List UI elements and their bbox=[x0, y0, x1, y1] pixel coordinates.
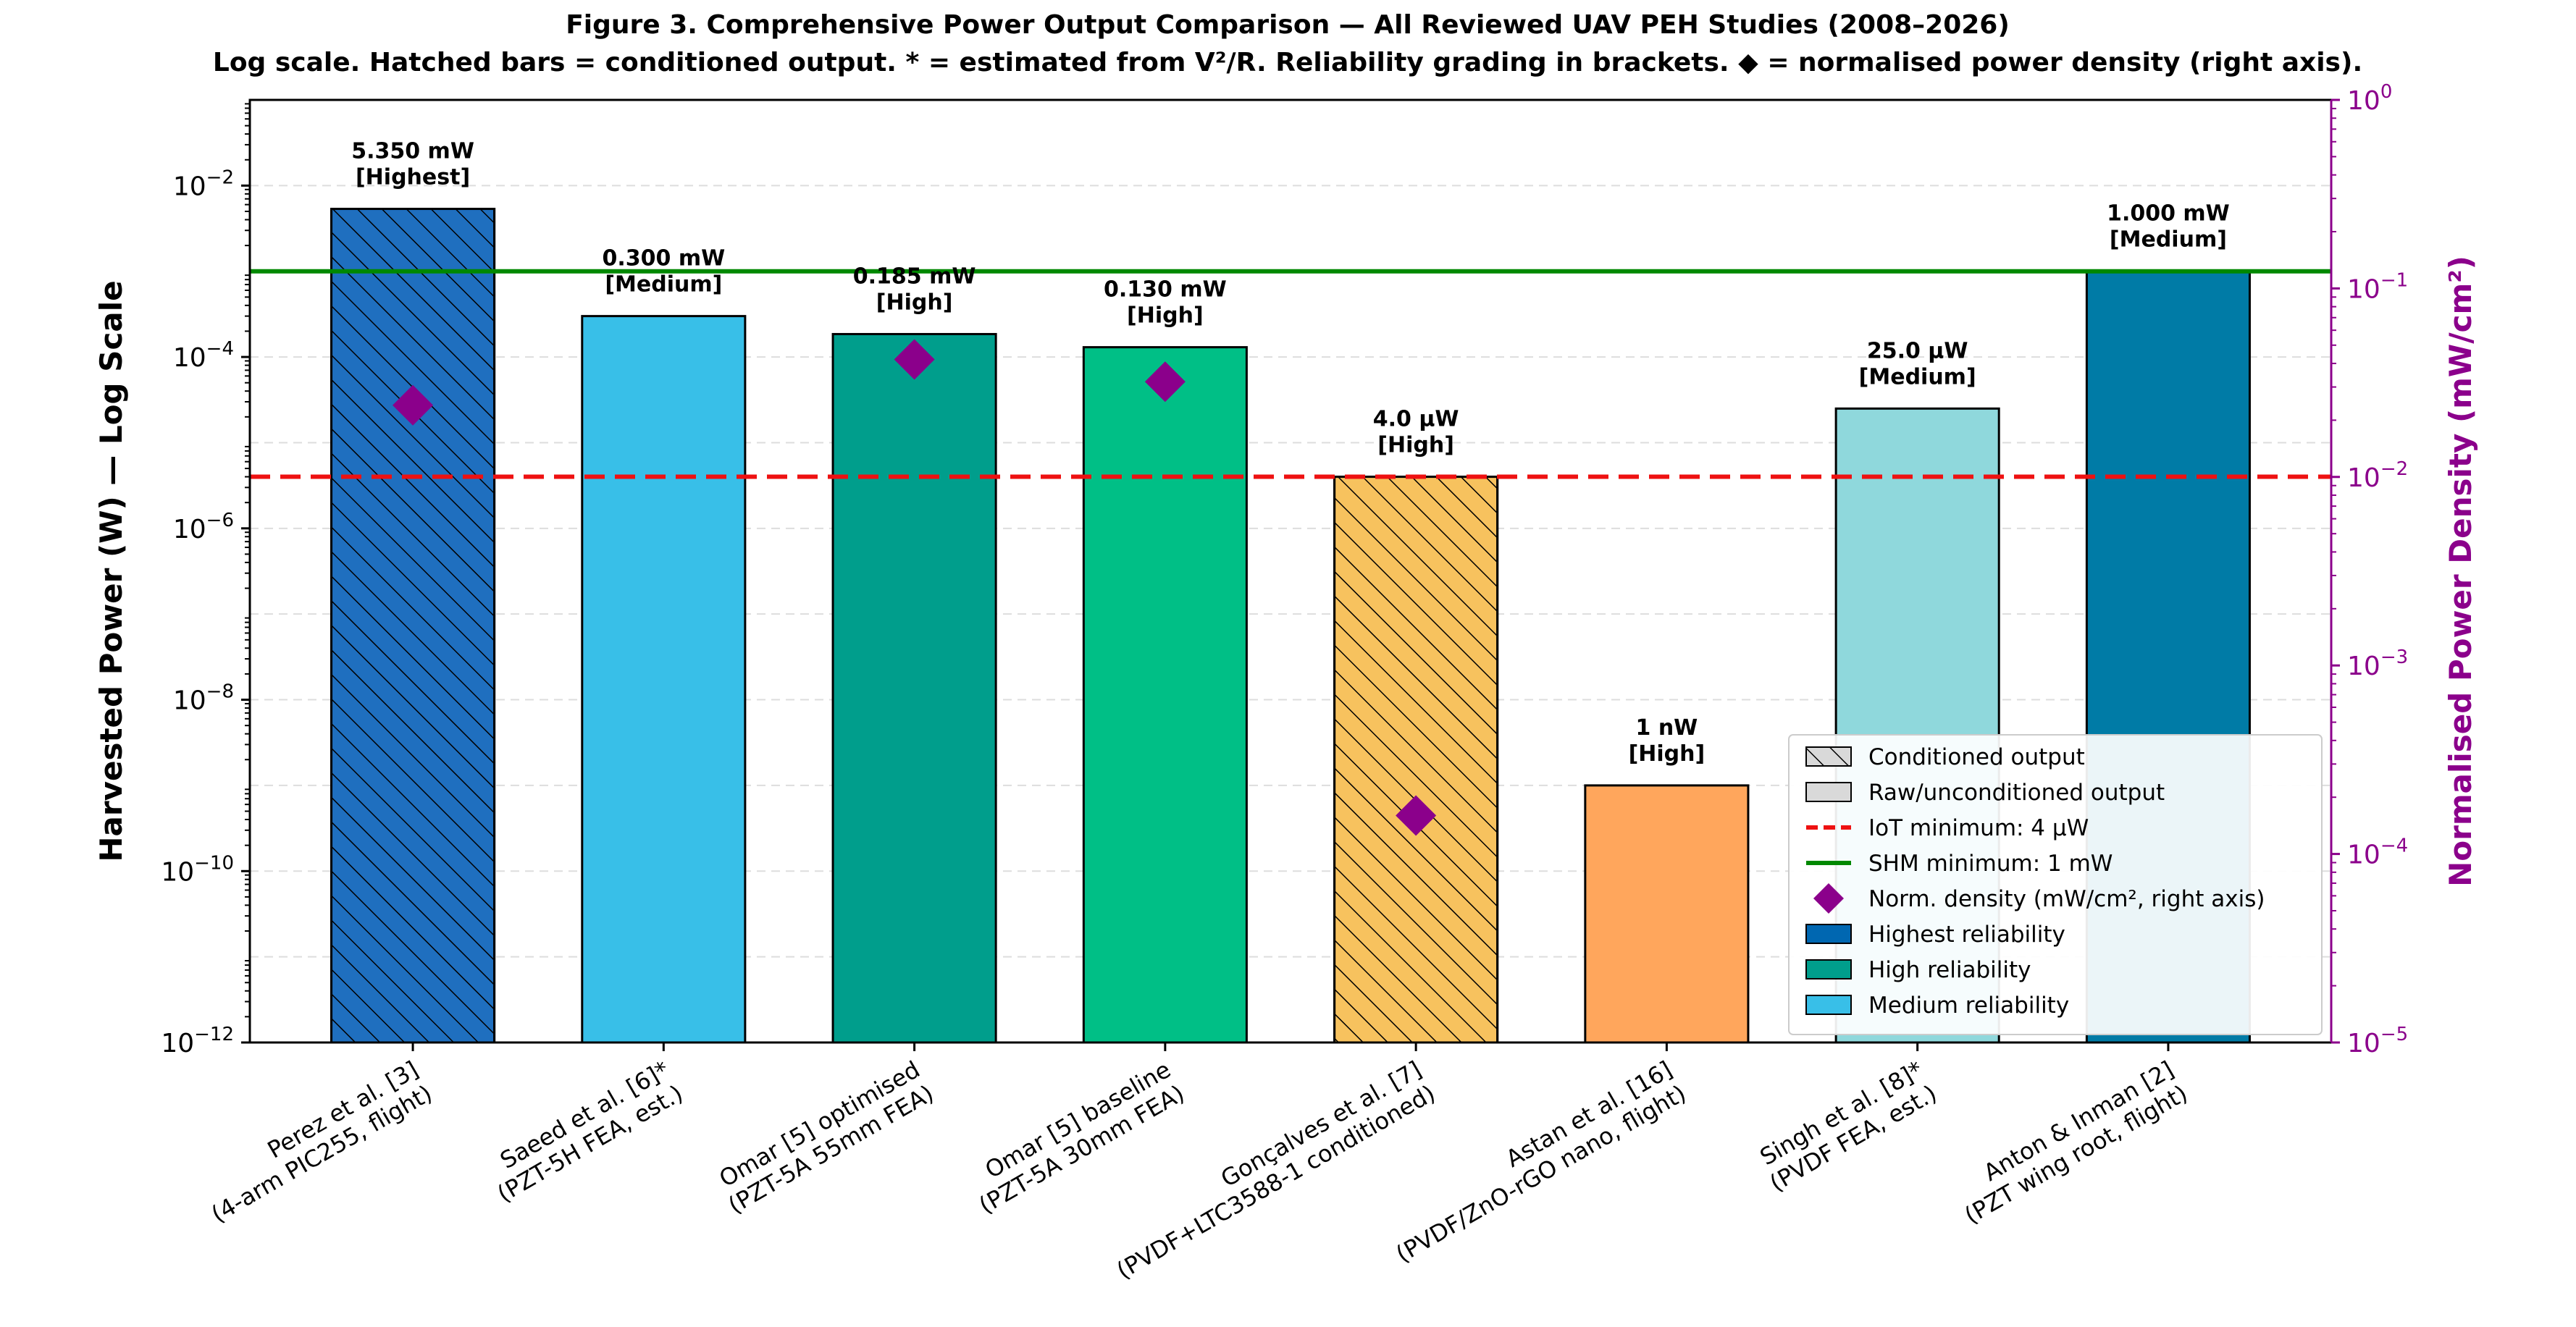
x-axis-category-labels: Perez et al. [3](4-arm PIC255, flight) Sa… bbox=[193, 1042, 2192, 1284]
legend-entry: Highest reliability bbox=[1868, 922, 2065, 948]
bar-value-label: 5.350 mW bbox=[351, 139, 474, 164]
legend-entry: Norm. density (mW/cm², right axis) bbox=[1868, 886, 2265, 912]
density-marker bbox=[1144, 361, 1186, 403]
legend-box bbox=[1788, 734, 2323, 1035]
left-axis-ticks: 10−12 10−10 10−8 10−6 10−4 10−2 bbox=[161, 103, 250, 1058]
bar-grade-label: [High] bbox=[876, 290, 953, 315]
bar-value-label: 1 nW bbox=[1636, 715, 1698, 741]
bar-grade-label: [Medium] bbox=[1859, 364, 1976, 389]
x-category-label: Omar [5] baseline(PZT-5A 30mm FEA) bbox=[960, 1056, 1189, 1219]
density-marker bbox=[393, 384, 434, 426]
bar-value-label: 1.000 mW bbox=[2107, 201, 2230, 227]
chart-subtitle: Log scale. Hatched bars = conditioned ou… bbox=[213, 48, 2362, 77]
legend-entry: Conditioned output bbox=[1868, 744, 2085, 770]
bar-grade-label: [High] bbox=[1127, 303, 1204, 329]
y-tick-label: 10−4 bbox=[173, 338, 234, 373]
legend-swatch bbox=[1805, 995, 1852, 1015]
bar-value-label: 4.0 µW bbox=[1373, 407, 1459, 432]
bar bbox=[1082, 346, 1248, 1044]
bar-value-label: 0.130 mW bbox=[1104, 277, 1227, 303]
bar-labels: 5.350 mW[Highest]0.300 mW[Medium] 0.185 m… bbox=[351, 139, 2230, 767]
x-category-label: Perez et al. [3](4-arm PIC255, flight) bbox=[193, 1056, 437, 1228]
right-axis-ticks: 10−5 10−4 10−3 10−2 10−1 100 bbox=[2330, 81, 2408, 1058]
y-tick-label: 10−2 bbox=[173, 167, 234, 201]
x-category-label: Anton & Inman [2](PZT wing root, flight) bbox=[1946, 1056, 2192, 1229]
bar-value-label: 0.300 mW bbox=[602, 246, 725, 271]
legend-swatch bbox=[1805, 782, 1852, 802]
x-category-label: Singh et al. [8]*(PVDF FEA, est.) bbox=[1751, 1056, 1942, 1197]
right-axis-label: Normalised Power Density (mW/cm²) bbox=[2443, 256, 2478, 887]
legend-swatch bbox=[1805, 924, 1852, 944]
density-markers bbox=[393, 339, 1437, 836]
density-marker bbox=[894, 339, 935, 380]
right-tick-label: 10−4 bbox=[2347, 835, 2408, 870]
right-tick-label: 10−1 bbox=[2347, 269, 2408, 304]
bar-hatch bbox=[1333, 476, 1499, 1044]
bar-value-label: 25.0 µW bbox=[1867, 338, 1968, 363]
right-tick-label: 100 bbox=[2347, 81, 2392, 116]
bar-value-label: 0.185 mW bbox=[853, 264, 976, 289]
reference-lines bbox=[250, 269, 2331, 479]
legend-entry: Medium reliability bbox=[1868, 993, 2069, 1019]
x-category-label: Saeed et al. [6]*(PZT-5H FEA, est.) bbox=[479, 1056, 687, 1208]
y-tick-label: 10−12 bbox=[161, 1024, 234, 1058]
bar-grade-label: [High] bbox=[1629, 741, 1706, 767]
legend-entry: Raw/unconditioned output bbox=[1868, 780, 2165, 806]
bar-hatch bbox=[330, 208, 496, 1044]
bar bbox=[831, 332, 997, 1044]
chart-title: Figure 3. Comprehensive Power Output Com… bbox=[566, 10, 2010, 40]
bar-grade-label: [High] bbox=[1377, 433, 1454, 458]
y-tick-label: 10−6 bbox=[173, 510, 234, 544]
bar-grade-label: [Medium] bbox=[605, 272, 722, 298]
bar-grade-label: [Medium] bbox=[2110, 227, 2227, 253]
right-tick-label: 10−3 bbox=[2347, 646, 2408, 681]
y-tick-label: 10−8 bbox=[173, 681, 234, 716]
legend-entry: IoT minimum: 4 µW bbox=[1868, 815, 2089, 841]
x-category-label: Omar [5] optimised(PZT-5A 55mm FEA) bbox=[710, 1056, 939, 1219]
legend: Conditioned output Raw/unconditioned outp… bbox=[1788, 734, 2323, 1035]
y-tick-label: 10−10 bbox=[161, 852, 234, 887]
legend-entry: SHM minimum: 1 mW bbox=[1868, 851, 2113, 877]
density-marker bbox=[1396, 795, 1437, 836]
y-axis-label: Harvested Power (W) — Log Scale bbox=[93, 280, 129, 862]
legend-entry: High reliability bbox=[1868, 957, 2031, 983]
legend-swatch-hatch bbox=[1805, 746, 1852, 767]
bar bbox=[1584, 784, 1750, 1044]
bar bbox=[581, 315, 747, 1044]
right-tick-label: 10−5 bbox=[2347, 1024, 2408, 1058]
legend-diamond-swatch bbox=[1813, 883, 1844, 914]
right-tick-label: 10−2 bbox=[2347, 458, 2408, 493]
legend-swatch bbox=[1805, 959, 1852, 980]
bar-grade-label: [Highest] bbox=[356, 165, 470, 190]
